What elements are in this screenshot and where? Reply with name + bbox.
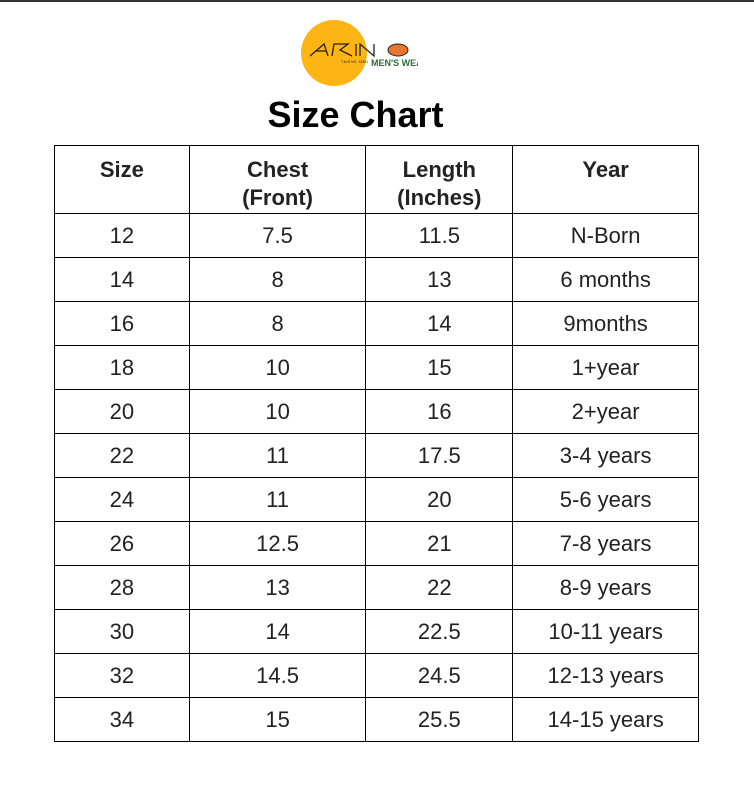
table-cell: 10-11 years: [512, 609, 699, 654]
column-header-line: Length: [402, 157, 476, 182]
table-cell: 10: [188, 389, 367, 434]
table-row: 26 12.5 21 7-8 years: [54, 521, 699, 566]
arino-logo: T.M.R NO. 12591 MEN'S WEAR: [301, 20, 418, 86]
table-cell: 24: [54, 477, 190, 522]
column-header: Length (Inches): [365, 145, 514, 214]
table-cell: 16: [54, 301, 190, 346]
table-cell: 30: [54, 609, 190, 654]
svg-text:T.M.R NO. 12591: T.M.R NO. 12591: [341, 60, 368, 64]
table-cell: 13: [365, 257, 514, 302]
table-cell: 8: [188, 257, 367, 302]
table-row: 32 14.5 24.5 12-13 years: [54, 653, 699, 698]
table-cell: 25.5: [365, 697, 514, 742]
table-cell: 8-9 years: [512, 565, 699, 610]
table-cell: 12.5: [188, 521, 367, 566]
table-cell: 22.5: [365, 609, 514, 654]
column-header: Size: [54, 145, 190, 214]
table-cell: 14: [365, 301, 514, 346]
page-title: Size Chart: [267, 94, 444, 135]
table-cell: 2+year: [512, 389, 699, 434]
table-cell: 8: [188, 301, 367, 346]
table-cell: 16: [365, 389, 514, 434]
table-cell: 9months: [512, 301, 699, 346]
table-cell: 14: [188, 609, 367, 654]
table-cell: 28: [54, 565, 190, 610]
table-cell: 17.5: [365, 433, 514, 478]
table-cell: 34: [54, 697, 190, 742]
table-row: 16 8 14 9months: [54, 301, 699, 346]
table-cell: 1+year: [512, 345, 699, 390]
table-row: 24 11 20 5-6 years: [54, 477, 699, 522]
column-header-line: (Inches): [397, 185, 482, 210]
column-header-line: (Front): [242, 185, 314, 210]
table-cell: 11.5: [365, 213, 514, 258]
table-cell: 15: [188, 697, 367, 742]
table-cell: 11: [188, 433, 367, 478]
table-cell: 12-13 years: [512, 653, 699, 698]
column-header-line: Chest: [247, 157, 309, 182]
table-cell: 20: [365, 477, 514, 522]
table-cell: 26: [54, 521, 190, 566]
table-cell: 22: [365, 565, 514, 610]
column-header: Chest (Front): [188, 145, 367, 214]
table-cell: 14: [54, 257, 190, 302]
table-cell: 15: [365, 345, 514, 390]
table-cell: 13: [188, 565, 367, 610]
table-row: 30 14 22.5 10-11 years: [54, 609, 699, 654]
svg-text:MEN'S WEAR: MEN'S WEAR: [371, 58, 418, 68]
table-cell: 3-4 years: [512, 433, 699, 478]
table-row: 28 13 22 8-9 years: [54, 565, 699, 610]
table-cell: 21: [365, 521, 514, 566]
table-cell: 11: [188, 477, 367, 522]
table-cell: 20: [54, 389, 190, 434]
table-cell: 24.5: [365, 653, 514, 698]
table-cell: 10: [188, 345, 367, 390]
column-header-line: Year: [582, 157, 629, 182]
table-row: 20 10 16 2+year: [54, 389, 699, 434]
top-border: [0, 0, 754, 2]
size-chart-table: Size Chest (Front) Length (Inches) Year 12 7.5…: [54, 145, 699, 742]
table-cell: 12: [54, 213, 190, 258]
table-row: 12 7.5 11.5 N-Born: [54, 213, 699, 258]
table-cell: 6 months: [512, 257, 699, 302]
table-cell: 14.5: [188, 653, 367, 698]
table-cell: 32: [54, 653, 190, 698]
table-row: 14 8 13 6 months: [54, 257, 699, 302]
table-cell: 22: [54, 433, 190, 478]
column-header: Year: [512, 145, 699, 214]
table-cell: 7-8 years: [512, 521, 699, 566]
table-cell: 7.5: [188, 213, 367, 258]
table-cell: 14-15 years: [512, 697, 699, 742]
table-cell: N-Born: [512, 213, 699, 258]
table-cell: 5-6 years: [512, 477, 699, 522]
table-row: 22 11 17.5 3-4 years: [54, 433, 699, 478]
table-cell: 18: [54, 345, 190, 390]
column-header-line: Size: [99, 157, 144, 182]
table-row: 34 15 25.5 14-15 years: [54, 697, 699, 742]
table-row: 18 10 15 1+year: [54, 345, 699, 390]
